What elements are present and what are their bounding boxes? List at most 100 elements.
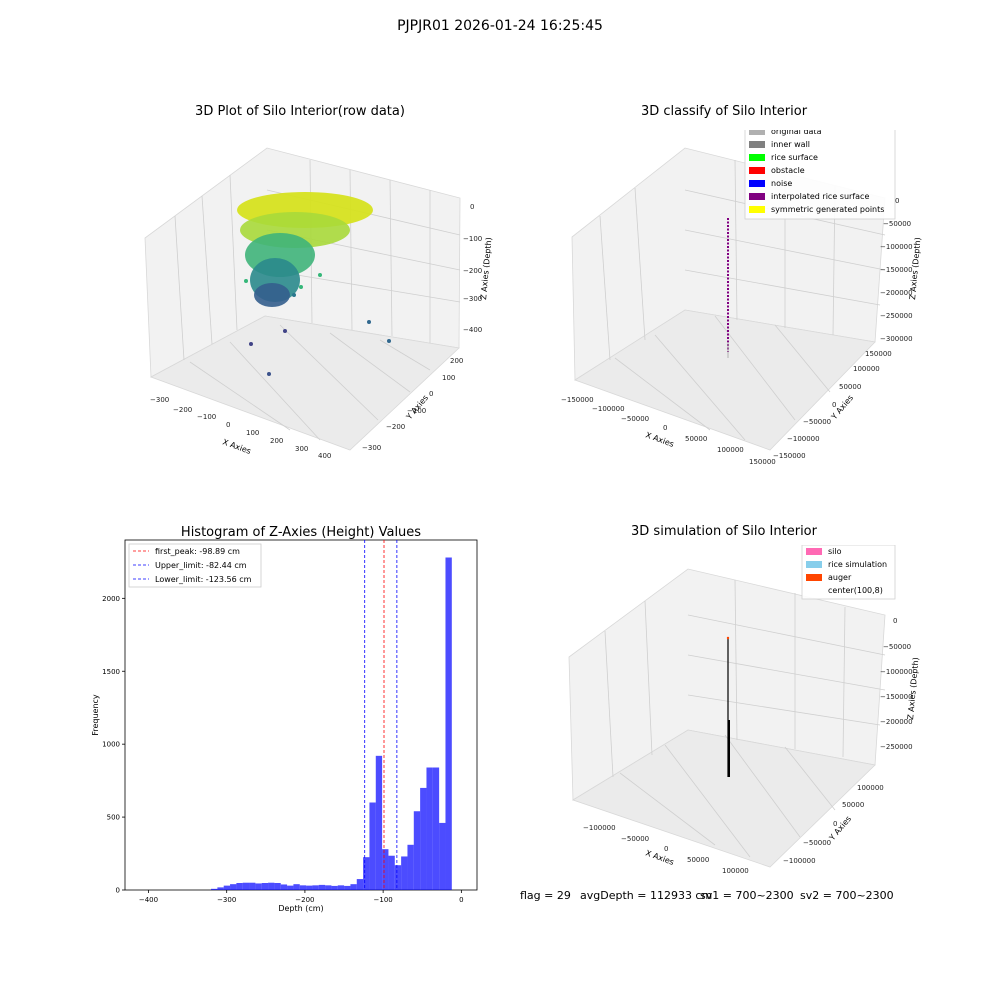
auger-top-marker bbox=[726, 636, 730, 640]
histogram-bar bbox=[287, 885, 294, 890]
legend-label-1: inner wall bbox=[771, 140, 810, 149]
sim-zlabel: Z Axies (Depth) bbox=[906, 657, 920, 720]
histogram-bars bbox=[211, 557, 452, 890]
sim-x-tick-3: 50000 bbox=[687, 856, 709, 864]
histogram-bar bbox=[293, 884, 300, 890]
y-tick-label: 2000 bbox=[102, 595, 120, 603]
sim-z-tick-1: −50000 bbox=[883, 643, 911, 651]
legend-label-0: silo bbox=[828, 547, 842, 556]
legend-swatch bbox=[749, 167, 765, 174]
legend-label-6: symmetric generated points bbox=[771, 205, 884, 214]
histogram-x-ticks: −400 −300 −200 −100 0 bbox=[139, 890, 464, 904]
histogram-bar bbox=[280, 884, 288, 890]
legend-swatch bbox=[749, 206, 765, 213]
raw-x-tick-4: 100 bbox=[246, 429, 259, 437]
histogram-bar bbox=[325, 885, 332, 890]
raw-x-tick-7: 400 bbox=[318, 452, 331, 460]
cls-y-tick-4: 50000 bbox=[839, 383, 861, 391]
histogram-bar bbox=[312, 885, 319, 890]
sim-z-tick-5: −250000 bbox=[880, 743, 913, 751]
legend-label-2: auger bbox=[828, 573, 852, 582]
histogram-bar bbox=[242, 882, 250, 890]
raw-x-tick-0: −300 bbox=[150, 396, 169, 404]
raw-xlabel: X Axies bbox=[221, 437, 252, 456]
raw-z-tick-2: −200 bbox=[463, 267, 482, 275]
raw-y-tick-1: −200 bbox=[386, 423, 405, 431]
legend-swatch bbox=[806, 561, 822, 568]
histogram-chart: Histogram of Z-Axies (Height) Values −40… bbox=[91, 525, 478, 913]
cls-xlabel: X Axies bbox=[644, 430, 675, 449]
legend-swatch bbox=[749, 180, 765, 187]
x-tick-label: −200 bbox=[295, 896, 314, 904]
cls-y-tick-1: −100000 bbox=[787, 435, 820, 443]
histogram-ylabel: Frequency bbox=[91, 694, 100, 736]
y-tick-label: 0 bbox=[116, 887, 120, 895]
x-tick-label: −100 bbox=[374, 896, 393, 904]
raw-y-tick-5: 200 bbox=[450, 357, 463, 365]
legend-swatch bbox=[749, 193, 765, 200]
cls-x-tick-0: −150000 bbox=[561, 396, 594, 404]
sim-x-tick-0: −100000 bbox=[583, 824, 616, 832]
legend-swatch bbox=[806, 548, 822, 555]
legend-label-0: first_peak: -98.89 cm bbox=[155, 547, 240, 556]
raw-x-tick-1: −200 bbox=[173, 406, 192, 414]
sim-y-tick-4: 100000 bbox=[857, 784, 884, 792]
cls-z-tick-4: −200000 bbox=[880, 289, 913, 297]
sim-y-tick-2: 0 bbox=[833, 820, 837, 828]
raw-y-tick-4: 100 bbox=[442, 374, 455, 382]
raw-z-tick-3: −300 bbox=[463, 295, 482, 303]
raw-x-tick-6: 300 bbox=[295, 445, 308, 453]
cls-z-tick-2: −100000 bbox=[880, 243, 913, 251]
cls-y-tick-6: 150000 bbox=[865, 350, 892, 358]
histogram-bar bbox=[350, 884, 357, 890]
raw-x-tick-2: −100 bbox=[197, 413, 216, 421]
sim-z-tick-3: −150000 bbox=[880, 693, 913, 701]
classify-plot-title: 3D classify of Silo Interior bbox=[640, 104, 808, 119]
histogram-bar bbox=[407, 844, 414, 890]
histogram-bar bbox=[382, 849, 389, 890]
raw-zlabel: Z Axies (Depth) bbox=[479, 237, 493, 300]
histogram-bar bbox=[413, 811, 421, 890]
legend-label-0: original data bbox=[771, 130, 822, 136]
raw-z-tick-4: −400 bbox=[463, 326, 482, 334]
histogram-bar bbox=[249, 882, 256, 890]
sim-ylabel: Y Axies bbox=[827, 814, 853, 843]
histogram-bar bbox=[401, 856, 408, 890]
histogram-bar bbox=[211, 888, 218, 890]
histogram-bar bbox=[388, 855, 395, 890]
cls-z-tick-5: −250000 bbox=[880, 312, 913, 320]
cls-z-tick-1: −50000 bbox=[883, 220, 911, 228]
classify-legend-items: original data inner wall rice surface obsta… bbox=[749, 130, 884, 214]
sim-z-tick-2: −100000 bbox=[880, 668, 913, 676]
raw-y-tick-2: −100 bbox=[407, 407, 426, 415]
cls-x-tick-1: −100000 bbox=[592, 405, 625, 413]
histogram-bar bbox=[318, 884, 326, 890]
cls-x-tick-5: 100000 bbox=[717, 446, 744, 454]
histogram-xlabel: Depth (cm) bbox=[278, 904, 323, 913]
histogram-bar bbox=[394, 865, 402, 890]
sim-y-tick-3: 50000 bbox=[842, 801, 864, 809]
simulation-3d-plot: −100000 −50000 0 50000 100000 X Axies −1… bbox=[568, 545, 920, 875]
histogram-legend-items: first_peak: -98.89 cm Upper_limit: -82.44… bbox=[133, 547, 252, 584]
legend-label-2: Lower_limit: -123.56 cm bbox=[155, 575, 252, 584]
cls-y-tick-2: −50000 bbox=[803, 418, 831, 426]
cls-y-tick-5: 100000 bbox=[853, 365, 880, 373]
histogram-bar bbox=[375, 755, 383, 890]
histogram-bar bbox=[369, 802, 376, 890]
cls-x-tick-3: 0 bbox=[663, 424, 667, 432]
histogram-bar bbox=[432, 767, 440, 890]
legend-swatch bbox=[749, 130, 765, 135]
histogram-bar bbox=[274, 883, 281, 890]
legend-label-4: noise bbox=[771, 179, 792, 188]
sim-x-tick-1: −50000 bbox=[621, 835, 649, 843]
raw-z-tick-1: −100 bbox=[463, 235, 482, 243]
cloud-bottom bbox=[254, 283, 290, 307]
cls-x-tick-4: 50000 bbox=[685, 435, 707, 443]
sv2-text: sv2 = 700~2300 bbox=[800, 889, 894, 902]
histogram-bar bbox=[255, 883, 262, 890]
cls-y-tick-3: 0 bbox=[832, 401, 836, 409]
outlier-points bbox=[244, 273, 391, 376]
histogram-bar bbox=[426, 767, 433, 890]
classify-legend bbox=[744, 130, 896, 220]
legend-label-5: interpolated rice surface bbox=[771, 192, 869, 201]
